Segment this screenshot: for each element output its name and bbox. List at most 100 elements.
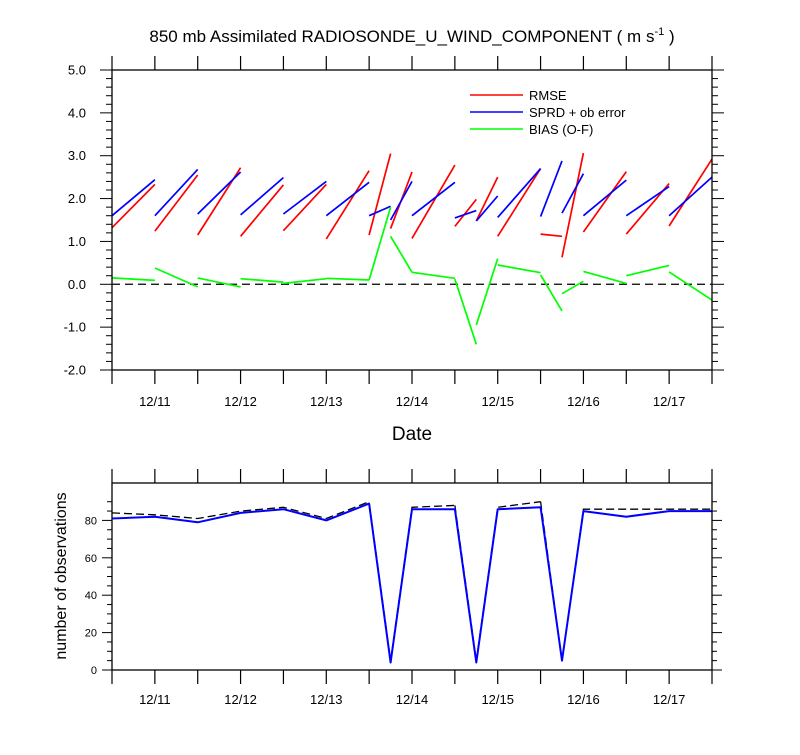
series-line-segment <box>111 500 455 661</box>
x-axis-label: Date <box>392 424 432 445</box>
series-line-segment <box>582 179 627 217</box>
series-line-segment <box>454 278 478 345</box>
top-panel-series <box>111 152 713 345</box>
series-line-segment <box>561 152 585 258</box>
series-line-segment <box>668 158 713 227</box>
series-line-segment <box>197 277 241 288</box>
legend-label-bias: BIAS (O-F) <box>529 122 593 137</box>
series-line-segment <box>454 501 541 661</box>
series-line-segment <box>454 198 477 227</box>
x-tick-label: 12/14 <box>396 692 429 707</box>
legend-label-rmse: RMSE <box>529 88 567 103</box>
series-line-segment <box>583 270 627 285</box>
series-bias-o-f <box>111 206 713 345</box>
bottom-panel-tick-labels: 0 20 40 60 80 12/11 12/12 12/13 12/14 12/15 12/16 1… <box>85 515 686 707</box>
x-tick-label: 12/16 <box>567 692 600 707</box>
y-tick-label: 0 <box>91 665 97 677</box>
top-panel-tick-labels: -2.0 -1.0 0.0 1.0 2.0 3.0 4.0 5.0 12/11 12/12 12/1… <box>64 63 686 410</box>
y-tick-label: 2.0 <box>68 191 86 206</box>
y-tick-label: 60 <box>85 553 97 565</box>
series-line-segment <box>668 271 713 301</box>
x-tick-label: 12/13 <box>310 692 343 707</box>
x-tick-label: 12/14 <box>396 394 429 409</box>
y-axis-label-observations: number of observations <box>53 492 70 659</box>
series-line-segment <box>626 264 670 277</box>
legend-label-sprd: SPRD + ob error <box>529 105 626 120</box>
x-tick-label: 12/17 <box>653 394 686 409</box>
series-line-segment <box>389 180 413 221</box>
bottom-panel-frame <box>111 482 713 671</box>
series-line-segment <box>475 195 499 222</box>
y-tick-label: -1.0 <box>64 320 86 335</box>
top-panel-ticks <box>100 56 724 384</box>
series-possible-observations <box>111 500 712 661</box>
x-tick-label: 12/17 <box>653 692 686 707</box>
series-line-segment <box>111 183 156 229</box>
y-tick-label: 0.0 <box>68 277 86 292</box>
y-tick-label: 5.0 <box>68 63 86 78</box>
series-line-segment <box>539 274 563 312</box>
bottom-panel-ticks <box>102 469 722 684</box>
series-line-segment <box>497 264 541 274</box>
series-line <box>111 502 712 664</box>
x-tick-label: 12/13 <box>310 394 343 409</box>
series-line-segment <box>325 181 370 217</box>
series-line-segment <box>154 168 199 217</box>
x-tick-label: 12/15 <box>481 394 514 409</box>
series-line-segment <box>326 277 370 281</box>
series-line-segment <box>561 280 584 295</box>
y-tick-label: 80 <box>85 515 97 527</box>
series-line-segment <box>582 171 627 233</box>
y-tick-label: 3.0 <box>68 148 86 163</box>
series-line-segment <box>454 209 477 219</box>
series-line-segment <box>496 168 542 237</box>
series-assimilated-observations <box>111 502 712 664</box>
series-line-segment <box>283 277 327 285</box>
series-line-segment <box>239 184 285 237</box>
x-tick-label: 12/16 <box>567 394 600 409</box>
x-tick-label: 12/11 <box>139 394 171 409</box>
chart-title: 850 mb Assimilated RADIOSONDE_U_WIND_COM… <box>149 26 674 46</box>
series-line-segment <box>368 153 392 236</box>
y-tick-label: 40 <box>85 590 97 602</box>
series-line-segment <box>197 171 242 215</box>
series-line-segment <box>475 258 499 326</box>
top-panel-frame <box>111 69 713 371</box>
series-line-segment <box>625 185 670 217</box>
x-tick-label: 12/11 <box>139 692 171 707</box>
series-line-segment <box>668 176 713 217</box>
series-line-segment <box>497 168 542 218</box>
series-line-segment <box>111 179 156 217</box>
series-line-segment <box>475 176 499 222</box>
x-tick-label: 12/12 <box>224 692 257 707</box>
series-line-segment <box>561 173 585 214</box>
series-line-segment <box>154 267 199 288</box>
series-line-segment <box>154 174 199 232</box>
y-tick-label: 4.0 <box>68 105 86 120</box>
series-line-segment <box>539 160 563 217</box>
bottom-panel-series <box>111 500 712 664</box>
series-line-segment <box>240 176 284 216</box>
y-tick-label: 1.0 <box>68 234 86 249</box>
series-line-segment <box>540 233 563 238</box>
series-line-segment <box>282 183 327 232</box>
y-tick-label: -2.0 <box>64 363 86 378</box>
series-line-segment <box>111 277 155 282</box>
series-line-segment <box>325 170 370 240</box>
series-line-segment <box>282 180 327 215</box>
legend: RMSE SPRD + ob error BIAS (O-F) <box>470 88 626 137</box>
series-line-segment <box>368 206 392 281</box>
x-tick-label: 12/15 <box>481 692 514 707</box>
y-tick-label: 20 <box>85 628 97 640</box>
series-line-segment <box>240 277 284 283</box>
series-line-segment <box>411 164 456 239</box>
series-line-segment <box>411 181 456 217</box>
series-line-segment <box>389 235 413 273</box>
series-sprd-ob-error <box>111 160 713 222</box>
series-rmse <box>111 152 713 258</box>
x-tick-label: 12/12 <box>224 394 257 409</box>
series-line-segment <box>368 205 391 217</box>
series-line-segment <box>411 271 456 280</box>
